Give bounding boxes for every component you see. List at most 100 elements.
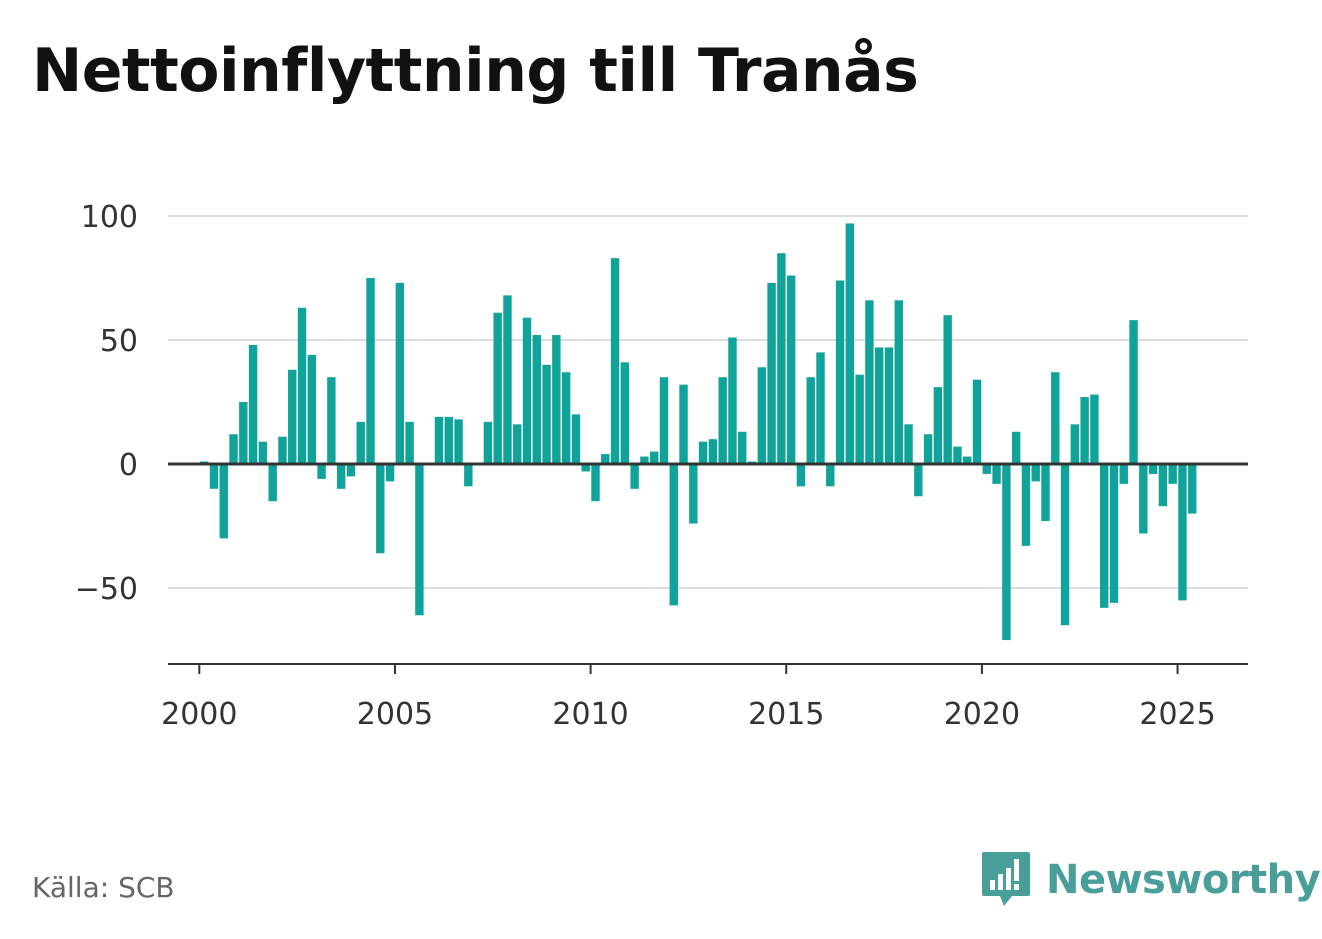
bar xyxy=(336,464,346,489)
brand-logo[interactable]: Newsworthy xyxy=(980,850,1321,910)
bar xyxy=(307,354,317,464)
bar xyxy=(1090,394,1099,464)
bar xyxy=(385,464,395,482)
bar xyxy=(317,464,326,479)
y-tick-label: 50 xyxy=(100,324,138,359)
bar xyxy=(767,282,776,464)
bar xyxy=(209,464,219,489)
bar xyxy=(219,464,228,539)
bar xyxy=(1051,372,1060,464)
bar xyxy=(640,456,649,464)
bar xyxy=(1011,431,1021,464)
bar xyxy=(591,464,600,502)
bar xyxy=(561,372,571,464)
bar xyxy=(1109,464,1119,603)
bar xyxy=(405,421,414,464)
bar xyxy=(1158,464,1168,507)
bar xyxy=(239,402,248,464)
bar xyxy=(288,369,297,464)
bar xyxy=(464,464,473,487)
bar xyxy=(601,454,610,464)
bar xyxy=(1021,464,1031,546)
bar xyxy=(659,377,669,464)
bar xyxy=(366,278,375,464)
bar xyxy=(434,416,444,464)
bar xyxy=(757,367,767,464)
bar xyxy=(268,464,277,502)
bar xyxy=(503,295,512,464)
bar xyxy=(1031,464,1040,482)
x-tick-label: 2000 xyxy=(161,697,237,732)
bar xyxy=(346,464,356,477)
bar xyxy=(620,362,630,464)
y-tick-label: 100 xyxy=(81,200,138,235)
bar xyxy=(679,384,688,464)
bar xyxy=(444,416,453,464)
bar xyxy=(542,364,551,464)
y-tick-label: −50 xyxy=(75,572,138,607)
bar xyxy=(454,419,463,464)
x-tick-label: 2010 xyxy=(552,697,628,732)
bar xyxy=(1119,464,1128,484)
bar xyxy=(698,441,708,464)
bar xyxy=(982,464,992,474)
bar xyxy=(1188,464,1197,514)
bar xyxy=(1129,320,1138,464)
bar xyxy=(923,434,933,464)
newsworthy-logo-icon xyxy=(982,852,1030,906)
x-tick-label: 2005 xyxy=(357,697,433,732)
bar xyxy=(581,464,590,472)
x-tick-label: 2020 xyxy=(944,697,1020,732)
bar xyxy=(796,464,806,487)
bar xyxy=(610,258,620,464)
bar xyxy=(738,431,747,464)
bar xyxy=(258,441,268,464)
bar xyxy=(415,464,424,616)
bar xyxy=(356,421,365,464)
bar xyxy=(914,464,923,497)
bar xyxy=(1060,464,1070,626)
bar xyxy=(297,307,307,464)
bar xyxy=(1178,464,1187,601)
bar xyxy=(493,312,502,464)
bar xyxy=(483,421,493,464)
bar xyxy=(904,424,913,464)
bar xyxy=(933,387,943,464)
bar xyxy=(630,464,639,489)
x-tick-label: 2015 xyxy=(748,697,824,732)
bar xyxy=(708,439,718,464)
bar xyxy=(786,275,796,464)
bar xyxy=(728,337,737,464)
bar xyxy=(826,464,835,487)
bar xyxy=(953,446,962,464)
source-label: Källa: SCB xyxy=(32,871,175,904)
bar xyxy=(777,253,786,464)
bar xyxy=(689,464,698,524)
y-tick-label: 0 xyxy=(119,448,138,483)
chart-title: Nettoinflyttning till Tranås xyxy=(32,36,919,106)
bar xyxy=(1041,464,1050,522)
bar xyxy=(865,300,874,464)
bar xyxy=(376,464,385,554)
bar xyxy=(513,424,522,464)
bar xyxy=(884,347,894,464)
bar xyxy=(894,300,903,464)
bar xyxy=(1002,464,1011,641)
bar xyxy=(855,374,864,464)
x-tick-label: 2025 xyxy=(1139,697,1215,732)
bar xyxy=(278,436,287,464)
bar xyxy=(943,315,952,464)
bar xyxy=(1099,464,1109,608)
bar xyxy=(874,347,884,464)
bar xyxy=(1148,464,1158,474)
bars xyxy=(199,223,1197,641)
bar xyxy=(1139,464,1148,534)
bar xyxy=(229,434,238,464)
axes: 100 50 0 −50 2000 2005 2010 2015 2020 2025 xyxy=(75,200,1248,732)
bar xyxy=(552,335,561,464)
bar xyxy=(816,352,825,464)
bar xyxy=(992,464,1001,484)
bar xyxy=(1080,397,1089,464)
bar xyxy=(963,456,972,464)
